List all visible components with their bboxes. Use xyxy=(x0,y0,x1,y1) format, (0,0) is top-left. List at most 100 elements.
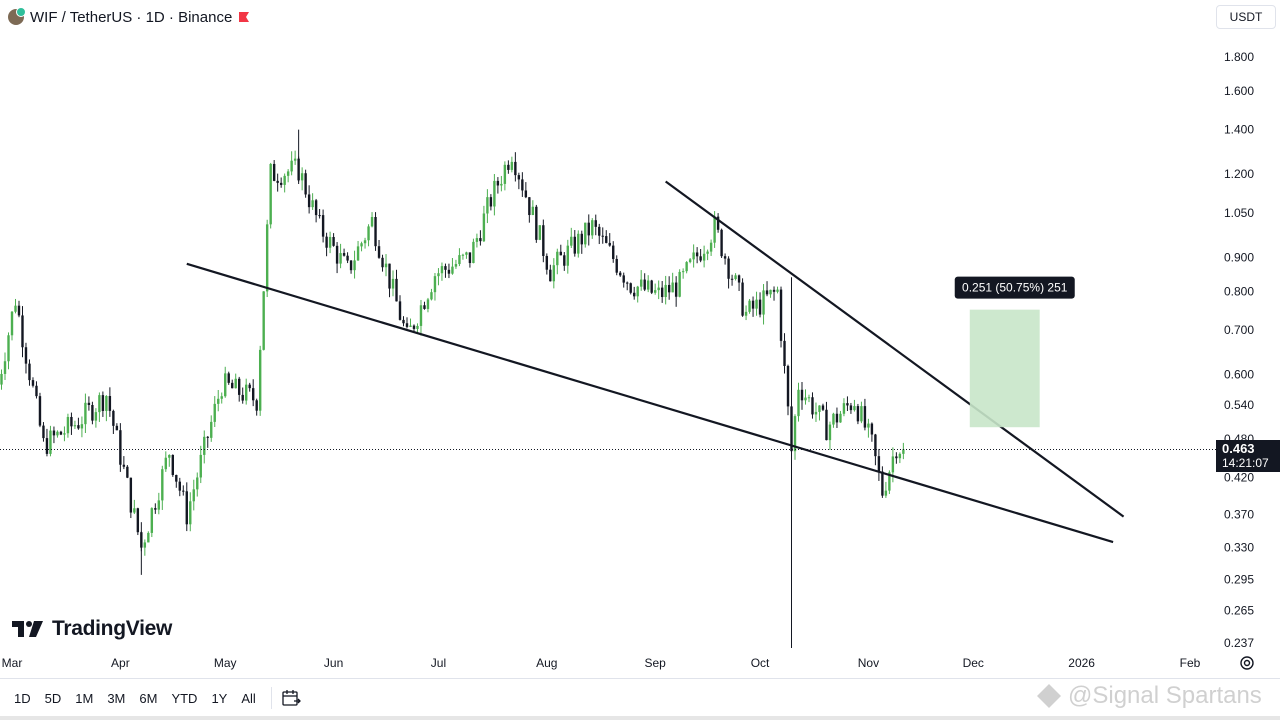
bar-countdown: 14:21:07 xyxy=(1222,456,1269,471)
candle-body xyxy=(842,403,846,414)
candle-body xyxy=(587,222,590,236)
candle-body xyxy=(744,311,748,316)
candle-body xyxy=(126,466,129,478)
range-1m-button[interactable]: 1M xyxy=(75,690,94,706)
time-tick-label: May xyxy=(214,656,237,670)
candle-body xyxy=(461,254,465,256)
candle-body xyxy=(468,252,472,264)
candle-body xyxy=(381,257,384,268)
pair-title[interactable]: WIF / TetherUS · 1D · Binance xyxy=(30,8,233,26)
candle-body xyxy=(748,300,751,312)
currency-select[interactable]: USDT xyxy=(1216,5,1276,29)
candle-body xyxy=(772,289,776,292)
candle-body xyxy=(241,394,244,401)
time-axis: Mar Apr May Jun Jul Aug Sep Oct Nov Dec 2026 Feb xyxy=(2,656,1201,670)
candle-body xyxy=(489,197,493,207)
price-tick-label: 1.200 xyxy=(1224,167,1254,181)
candle-body xyxy=(793,416,797,452)
candle-body xyxy=(650,280,653,293)
candle-body xyxy=(877,456,881,472)
candle-body xyxy=(800,389,804,401)
price-tick-label: 0.700 xyxy=(1224,323,1254,337)
candle-body xyxy=(444,266,447,270)
candle-body xyxy=(224,373,227,397)
candle-body xyxy=(245,384,248,401)
candle-body xyxy=(860,406,863,422)
upper-trendline xyxy=(665,180,1125,518)
watermark-logo-icon xyxy=(1037,684,1061,708)
candle-body xyxy=(584,222,587,245)
candle-body xyxy=(769,289,772,295)
candle-body xyxy=(115,425,119,431)
range-3m-button[interactable]: 3M xyxy=(107,690,126,706)
candle-body xyxy=(727,258,730,279)
candle-body xyxy=(447,269,451,274)
candle-body xyxy=(741,282,744,316)
candle-body xyxy=(129,477,133,513)
candle-body xyxy=(35,385,38,397)
candle-body xyxy=(388,263,391,289)
candle-body xyxy=(556,251,559,266)
price-chart[interactable]: 0.251 (50.75%) 251 Mar Apr May Jun Jul Aug Sep… xyxy=(0,0,1216,678)
candle-body xyxy=(891,456,895,473)
candle-body xyxy=(762,290,765,315)
candle-body xyxy=(217,398,220,404)
price-tick-label: 0.265 xyxy=(1224,604,1254,618)
candle-body xyxy=(870,423,874,435)
candle-body xyxy=(765,290,769,295)
price-tick-label: 0.370 xyxy=(1224,507,1254,521)
candle-body xyxy=(601,235,604,237)
candle-body xyxy=(3,361,7,374)
candle-body xyxy=(304,173,307,195)
candle-body xyxy=(227,373,230,383)
candle-body xyxy=(258,349,262,411)
candle-body xyxy=(307,194,311,208)
time-tick-label: Oct xyxy=(751,656,770,670)
candle-body xyxy=(867,423,870,428)
candle-body xyxy=(52,430,56,436)
watermark-text: @Signal Spartans xyxy=(1068,682,1262,709)
candle-body xyxy=(255,400,258,411)
candle-body xyxy=(384,263,388,268)
candle-body xyxy=(493,180,496,207)
range-all-button[interactable]: All xyxy=(241,690,256,706)
candle-body xyxy=(328,236,332,248)
flag-icon[interactable] xyxy=(238,11,250,23)
price-tick-label: 0.600 xyxy=(1224,368,1254,382)
range-1d-button[interactable]: 1D xyxy=(14,690,31,706)
candle-body xyxy=(563,255,566,266)
candle-body xyxy=(521,179,524,191)
drawings-layer: 0.251 (50.75%) 251 xyxy=(186,180,1125,544)
tradingview-logo-text: TradingView xyxy=(52,617,173,640)
chart-header: WIF / TetherUS · 1D · Binance xyxy=(8,6,250,28)
range-6m-button[interactable]: 6M xyxy=(139,690,158,706)
time-tick-label: 2026 xyxy=(1068,656,1095,670)
candle-body xyxy=(835,413,839,423)
candle-body xyxy=(91,405,94,421)
candle-body xyxy=(636,286,639,297)
candle-body xyxy=(293,158,297,161)
candle-body xyxy=(339,253,342,264)
candle-body xyxy=(853,406,856,411)
goto-date-calendar-icon[interactable] xyxy=(280,688,302,708)
candle-body xyxy=(346,255,349,261)
candle-body xyxy=(667,284,671,293)
lower-trendline xyxy=(186,262,1114,544)
candle-body xyxy=(626,282,629,284)
settings-gear-icon[interactable] xyxy=(1238,654,1256,672)
candle-body xyxy=(290,160,293,172)
candle-body xyxy=(238,378,241,395)
candle-body xyxy=(192,489,195,502)
range-5d-button[interactable]: 5D xyxy=(44,690,62,706)
range-1y-button[interactable]: 1Y xyxy=(211,690,228,706)
candle-body xyxy=(70,416,73,427)
candle-body xyxy=(189,501,192,525)
candle-body xyxy=(220,396,223,399)
candle-body xyxy=(730,278,734,280)
price-tick-label: 0.540 xyxy=(1224,398,1254,412)
range-ytd-button[interactable]: YTD xyxy=(171,690,198,706)
candle-body xyxy=(804,397,807,401)
candle-body xyxy=(660,287,664,298)
candle-body xyxy=(199,454,202,478)
candle-body xyxy=(723,256,727,259)
